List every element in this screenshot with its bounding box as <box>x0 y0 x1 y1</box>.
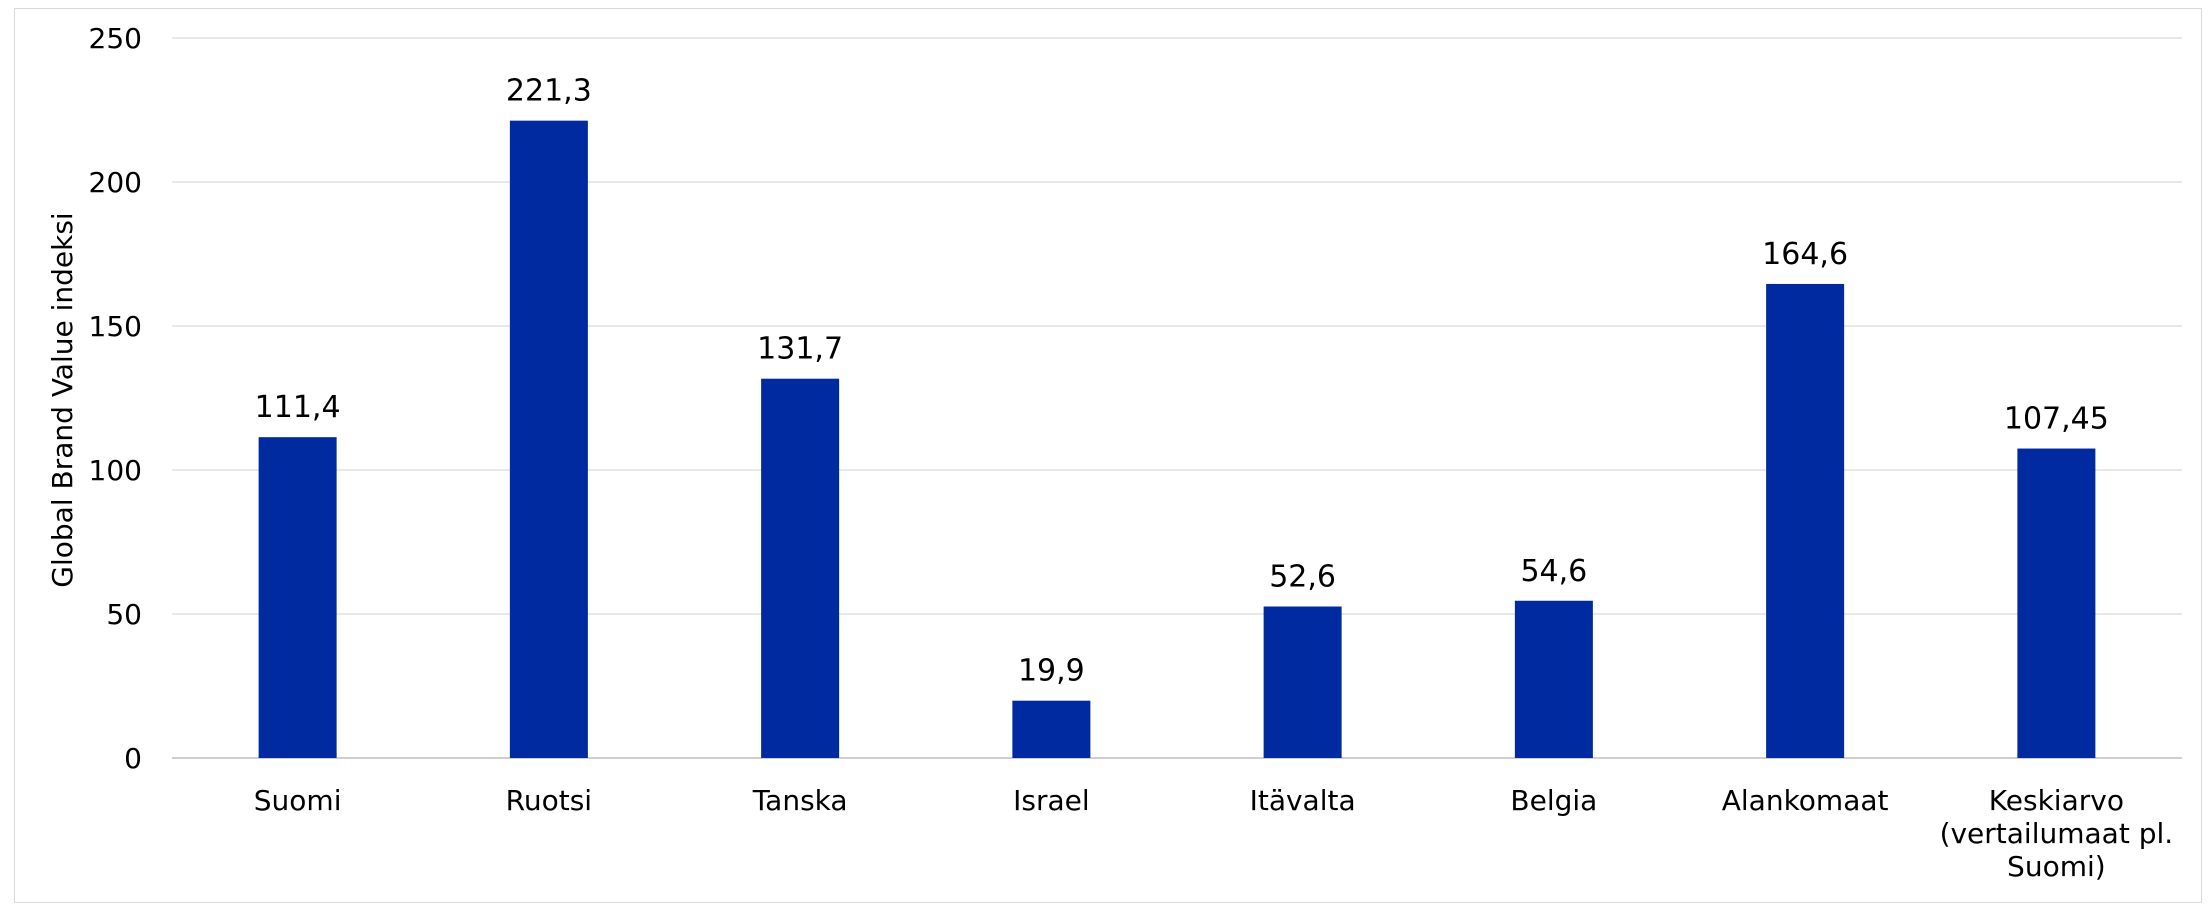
data-labels: 111,4 221,3 131,7 19,9 52,6 54,6 164,6 107,45 <box>255 74 2109 689</box>
bar <box>1012 700 1091 758</box>
data-label: 19,9 <box>1018 654 1085 689</box>
x-tick-label: Israel <box>1013 784 1090 817</box>
bar <box>1766 283 1845 758</box>
x-tick-label: Tanska <box>752 784 848 817</box>
bars <box>258 120 2096 758</box>
data-label: 52,6 <box>1269 560 1336 595</box>
data-label: 164,6 <box>1762 237 1848 272</box>
x-tick-label: Belgia <box>1510 784 1597 817</box>
bar <box>1263 606 1342 758</box>
y-tick-label: 50 <box>106 598 142 631</box>
x-axis-labels: Suomi Ruotsi Tanska Israel Itävalta Belgia Ala… <box>254 784 2173 883</box>
bar <box>761 378 840 758</box>
y-tick-label: 200 <box>89 166 142 199</box>
y-tick-label: 150 <box>89 310 142 343</box>
bar <box>2017 448 2096 758</box>
y-axis-title: Global Brand Value indeksi <box>46 212 79 587</box>
x-tick-label: Ruotsi <box>506 784 592 817</box>
data-label: 54,6 <box>1520 554 1587 589</box>
bar <box>258 437 337 758</box>
data-label: 111,4 <box>255 390 341 425</box>
gridlines <box>172 37 2182 759</box>
y-axis-ticks: 0 50 100 150 200 250 <box>89 22 142 775</box>
y-tick-label: 100 <box>89 454 142 487</box>
y-tick-label: 250 <box>89 22 142 55</box>
data-label: 131,7 <box>757 332 843 367</box>
bar <box>509 120 588 758</box>
bar <box>1514 600 1593 758</box>
data-label: 107,45 <box>2004 402 2109 437</box>
data-label: 221,3 <box>506 74 592 109</box>
y-tick-label: 0 <box>124 742 142 775</box>
x-tick-label: Keskiarvo (vertailumaat pl. Suomi) <box>1940 784 2174 883</box>
x-tick-label: Suomi <box>254 784 342 817</box>
x-tick-label: Itävalta <box>1250 784 1356 817</box>
x-tick-label: Alankomaat <box>1722 784 1889 817</box>
